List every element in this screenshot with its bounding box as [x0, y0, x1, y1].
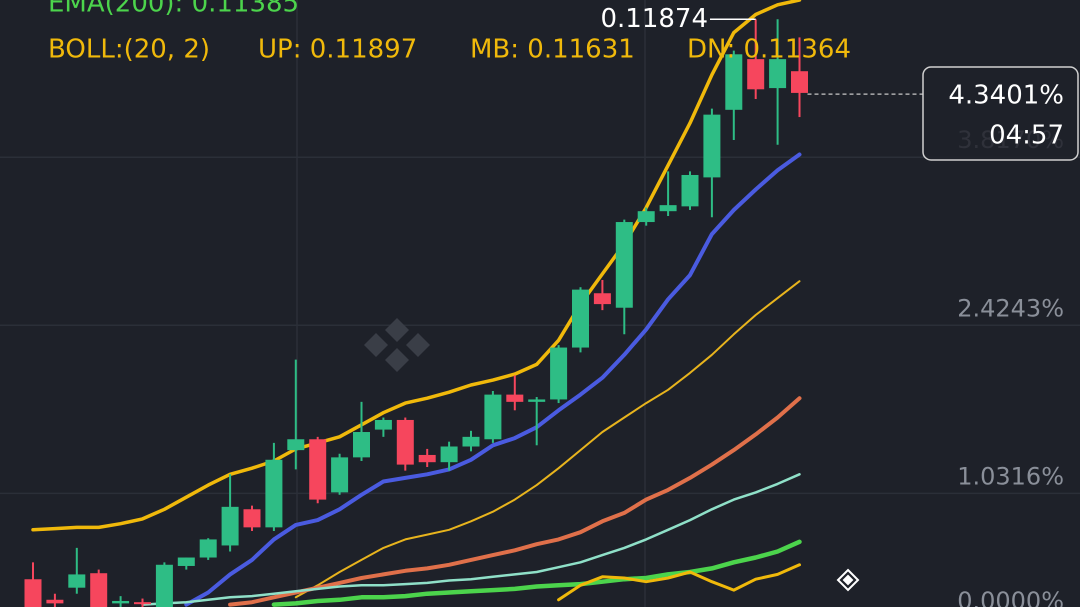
candle-body — [177, 557, 195, 566]
ema-label: EMA(200): 0.11385 — [48, 0, 299, 19]
candle-body — [462, 436, 480, 447]
candle-body — [418, 454, 436, 463]
candle-body — [287, 439, 305, 451]
candle-body — [221, 506, 239, 546]
candle-body — [331, 457, 349, 493]
indicator-line — [271, 539, 802, 607]
boll-up: UP: 0.11897 — [258, 35, 417, 65]
candle-body — [747, 59, 765, 90]
candle-body — [199, 539, 217, 558]
candle-body — [90, 573, 108, 607]
candle-body — [243, 509, 261, 528]
candle-body — [528, 399, 546, 402]
boll-dn: DN: 0.11364 — [687, 35, 851, 65]
candle-body — [615, 222, 633, 308]
candle-body — [506, 394, 524, 402]
watermark-logo — [364, 318, 430, 372]
y-tick-label: 1.0316% — [957, 462, 1064, 490]
indicator-lines — [31, 0, 802, 607]
y-tick-label: 2.4243% — [957, 294, 1064, 322]
candle-body — [155, 564, 173, 607]
indicator-line — [31, 0, 802, 532]
candle-body — [637, 211, 655, 223]
indicator-line — [294, 280, 801, 599]
candle-body — [593, 293, 611, 305]
candle-body — [353, 432, 370, 458]
candle-body — [265, 459, 283, 528]
y-tick-label: 0.0000% — [957, 587, 1064, 607]
candle-body — [703, 114, 721, 178]
candle-body — [396, 419, 414, 465]
boll-mb: MB: 0.11631 — [470, 35, 635, 65]
indicator-line — [228, 396, 802, 607]
indicator-line — [557, 563, 801, 602]
candle-body — [725, 54, 743, 110]
high-marker-label: 0.11874 — [600, 4, 708, 34]
credit-logo — [836, 568, 860, 592]
indicator-line — [184, 152, 802, 607]
candle-body — [134, 602, 151, 605]
candle-body — [550, 347, 568, 400]
current-price-label: 4.3401% — [948, 81, 1064, 111]
candle-body — [484, 394, 502, 440]
candles — [24, 19, 808, 607]
candle-body — [769, 59, 787, 89]
candle-body — [46, 599, 64, 604]
countdown: 04:57 — [989, 121, 1064, 151]
candle-body — [791, 71, 808, 93]
candle-body — [374, 419, 392, 430]
indicator-line — [141, 473, 801, 606]
candle-body — [572, 289, 589, 348]
boll-label: BOLL:(20, 2) — [48, 35, 210, 65]
current-price-box — [922, 66, 1079, 161]
candle-body — [440, 446, 458, 463]
candle-body — [659, 205, 677, 212]
overlay: 0.11874 4.3401% 04:57 — [600, 4, 1079, 161]
candle-body — [681, 174, 699, 207]
candle-body — [24, 579, 42, 607]
candle-body — [68, 574, 86, 588]
candle-body — [309, 439, 327, 500]
candle-body — [112, 600, 130, 604]
